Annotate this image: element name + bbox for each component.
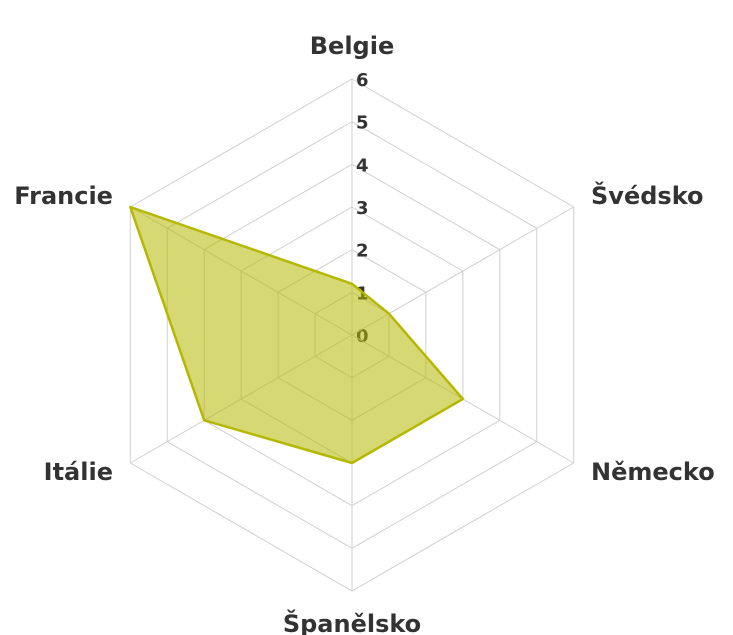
category-label: Německo: [591, 458, 715, 486]
category-label: Itálie: [44, 458, 113, 486]
tick-label: 5: [356, 113, 369, 134]
category-label: Španělsko: [283, 608, 421, 635]
radar-area: [129, 205, 465, 465]
category-label: Francie: [14, 182, 113, 210]
tick-label: 6: [356, 70, 369, 91]
tick-label: 4: [356, 155, 369, 176]
category-label: Belgie: [310, 32, 394, 60]
tick-label: 2: [356, 241, 369, 262]
tick-label: 3: [356, 198, 369, 219]
category-label: Švédsko: [591, 180, 703, 210]
